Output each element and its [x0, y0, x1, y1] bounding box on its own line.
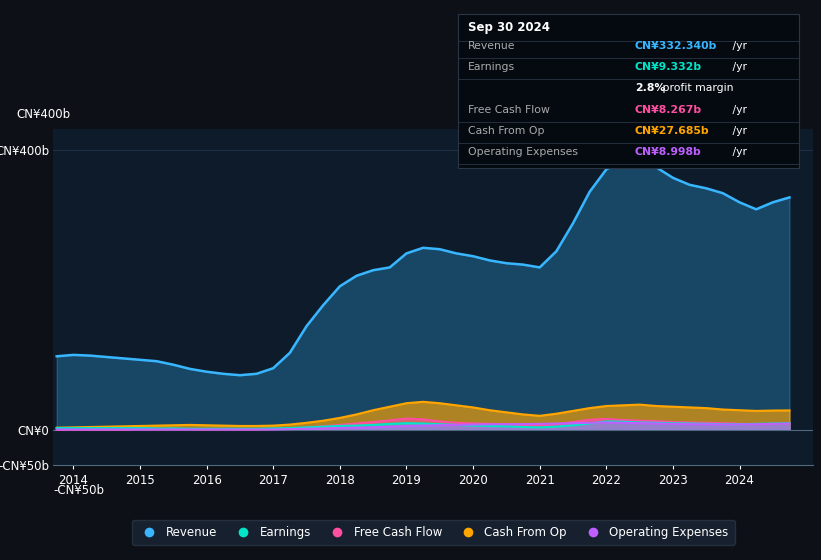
- Text: Sep 30 2024: Sep 30 2024: [468, 21, 550, 34]
- Legend: Revenue, Earnings, Free Cash Flow, Cash From Op, Operating Expenses: Revenue, Earnings, Free Cash Flow, Cash …: [131, 520, 735, 544]
- Text: /yr: /yr: [729, 62, 747, 72]
- Text: profit margin: profit margin: [659, 83, 734, 94]
- Text: -CN¥50b: -CN¥50b: [53, 483, 104, 497]
- Text: CN¥400b: CN¥400b: [16, 108, 71, 122]
- Text: CN¥27.685b: CN¥27.685b: [635, 126, 709, 136]
- Text: /yr: /yr: [729, 126, 747, 136]
- Text: Cash From Op: Cash From Op: [468, 126, 544, 136]
- Text: CN¥8.998b: CN¥8.998b: [635, 147, 701, 157]
- Text: CN¥8.267b: CN¥8.267b: [635, 105, 702, 115]
- Text: Revenue: Revenue: [468, 41, 516, 51]
- Text: /yr: /yr: [729, 41, 747, 51]
- Text: Free Cash Flow: Free Cash Flow: [468, 105, 550, 115]
- Text: /yr: /yr: [729, 105, 747, 115]
- Text: Earnings: Earnings: [468, 62, 515, 72]
- Text: 2.8%: 2.8%: [635, 83, 665, 94]
- Text: Operating Expenses: Operating Expenses: [468, 147, 578, 157]
- Text: CN¥332.340b: CN¥332.340b: [635, 41, 717, 51]
- Text: /yr: /yr: [729, 147, 747, 157]
- Text: CN¥9.332b: CN¥9.332b: [635, 62, 702, 72]
